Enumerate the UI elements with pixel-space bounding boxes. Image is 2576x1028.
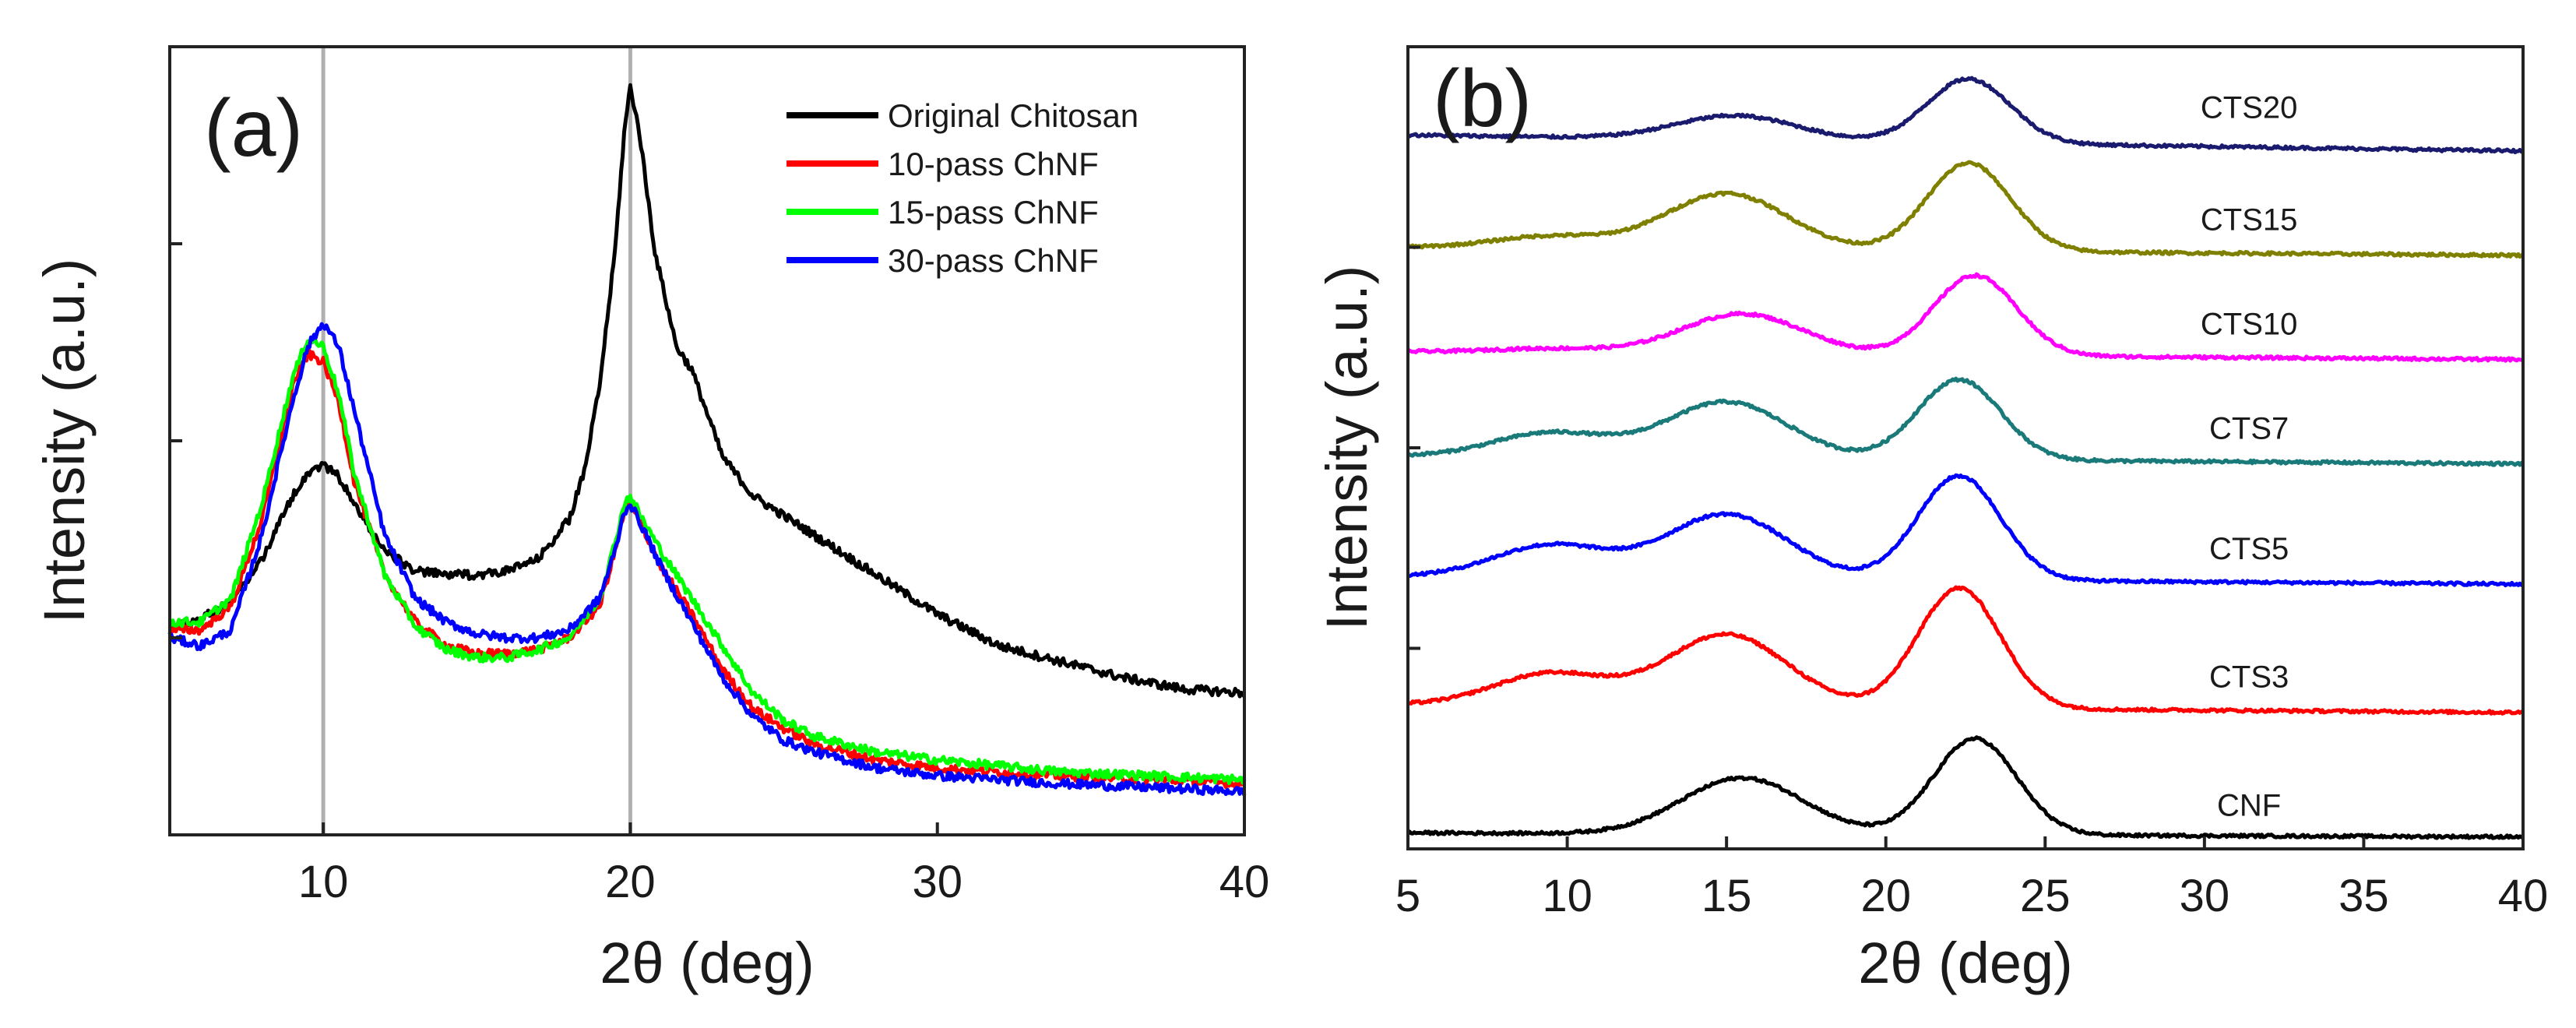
axis-ticks: 5 10 15 20 25 30 35 40	[1395, 45, 2549, 921]
series-group	[1406, 76, 2525, 840]
series-line	[1406, 735, 2525, 840]
x-tick-label: 40	[1219, 857, 1270, 907]
reference-lines	[321, 47, 632, 835]
series-line	[1407, 585, 2525, 716]
x-axis-title: 2θ (deg)	[1858, 931, 2073, 995]
x-tick-label: 20	[1860, 871, 1911, 921]
x-tick-label: 15	[1701, 871, 1752, 921]
x-tick-label: 10	[1542, 871, 1592, 921]
series-line	[1407, 76, 2524, 155]
series-line	[167, 83, 1247, 699]
x-axis-title: 2θ (deg)	[600, 931, 815, 995]
y-axis-title: Intensity (a.u.)	[32, 259, 97, 624]
panel-label-a: (a)	[204, 83, 303, 174]
plot-frame	[1406, 45, 2525, 850]
series-line	[1407, 272, 2524, 363]
series-label: CTS3	[2209, 660, 2289, 695]
axis-ticks: 10 20 30 40	[170, 45, 1270, 907]
x-tick-label: 30	[2180, 871, 2230, 921]
panel-a-xrd-chart: 10 20 30 40 (a) 2θ (deg) Intensity (a.u.) O…	[32, 45, 1270, 995]
series-label: CTS20	[2201, 90, 2298, 125]
legend-label: 30-pass ChNF	[888, 242, 1099, 279]
series-label: CNF	[2217, 788, 2281, 822]
x-tick-label: 10	[298, 857, 349, 907]
series-label: CTS15	[2201, 202, 2298, 237]
x-tick-label: 40	[2498, 871, 2549, 921]
series-line	[1407, 473, 2525, 588]
series-label: CTS5	[2209, 532, 2289, 566]
series-line	[167, 348, 1247, 790]
x-tick-label: 35	[2338, 871, 2389, 921]
panel-label-b: (b)	[1433, 54, 1532, 144]
legend: Original Chitosan 10-pass ChNF 15-pass ChN…	[787, 97, 1138, 279]
legend-label: Original Chitosan	[888, 97, 1138, 134]
x-tick-label: 20	[605, 857, 656, 907]
panel-b-xrd-chart: 5 10 15 20 25 30 35 40 CNF CTS3 CTS5 CTS7 CTS10 CTS1…	[1314, 45, 2549, 995]
legend-label: 10-pass ChNF	[888, 146, 1099, 182]
x-tick-label: 25	[2020, 871, 2071, 921]
series-labels: CNF CTS3 CTS5 CTS7 CTS10 CTS15 CTS20	[2201, 90, 2298, 822]
series-line	[167, 322, 1247, 797]
series-group	[167, 83, 1247, 797]
series-line	[1406, 376, 2525, 467]
legend-label: 15-pass ChNF	[888, 194, 1099, 231]
series-line	[168, 337, 1247, 786]
series-line	[1407, 160, 2525, 259]
x-tick-label: 5	[1395, 871, 1420, 921]
x-tick-label: 30	[912, 857, 962, 907]
y-axis-title: Intensity (a.u.)	[1314, 266, 1379, 631]
series-label: CTS7	[2209, 411, 2289, 445]
series-label: CTS10	[2201, 307, 2298, 341]
